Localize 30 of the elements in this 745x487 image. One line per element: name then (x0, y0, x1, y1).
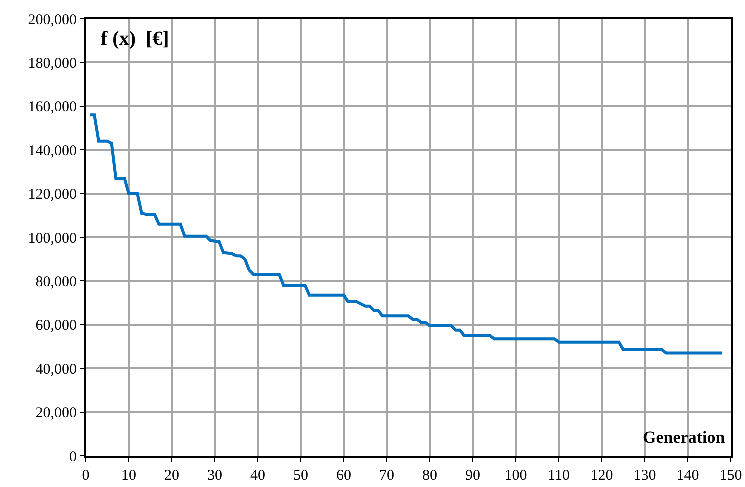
y-tick-label: 60,000 (36, 318, 77, 334)
y-tick-label: 160,000 (28, 100, 77, 116)
y-tick-label: 40,000 (36, 362, 77, 378)
x-tick-label: 130 (634, 468, 656, 484)
y-tick-label: 200,000 (28, 12, 77, 28)
x-tick-label: 80 (422, 468, 438, 484)
y-axis-title: f (x) [€] (101, 28, 170, 50)
y-tick-label: 120,000 (28, 187, 77, 204)
x-tick-label: 150 (720, 468, 742, 484)
x-tick-label: 100 (504, 468, 528, 484)
x-tick-label: 120 (590, 468, 614, 484)
x-tick-label: 110 (548, 468, 570, 484)
x-tick-label: 70 (380, 468, 394, 484)
y-tick-label: 180,000 (28, 56, 77, 72)
x-tick-label: 60 (336, 468, 352, 484)
y-tick-label: 140,000 (28, 143, 77, 160)
x-tick-label: 50 (294, 468, 308, 484)
x-tick-label: 20 (164, 468, 180, 484)
y-tick-label: 20,000 (36, 406, 77, 422)
x-tick-label: 90 (466, 468, 480, 484)
y-tick-label: 0 (70, 449, 77, 466)
x-tick-label: 40 (250, 468, 266, 484)
y-tick-label: 80,000 (36, 274, 77, 290)
line-series (88, 114, 724, 355)
x-tick-label: 140 (676, 468, 700, 484)
y-tick-label: 100,000 (28, 230, 77, 247)
x-tick-label: 0 (82, 468, 90, 484)
x-tick-label: 30 (208, 468, 222, 484)
x-axis-title: Generation (643, 428, 726, 447)
x-tick-label: 10 (122, 468, 136, 484)
